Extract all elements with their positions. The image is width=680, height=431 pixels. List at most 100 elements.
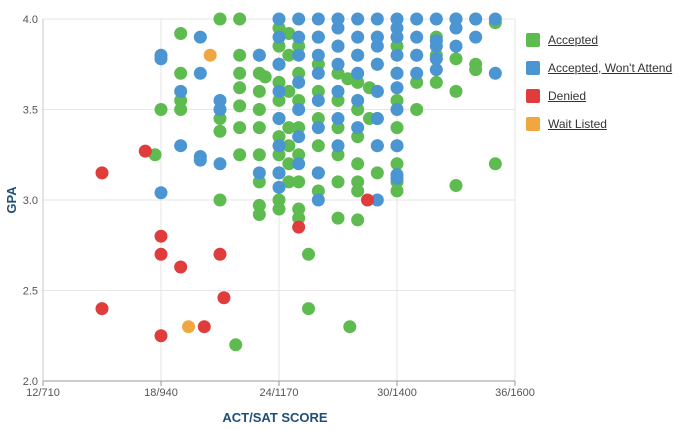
data-point[interactable] bbox=[272, 202, 286, 216]
data-point[interactable] bbox=[282, 139, 296, 153]
data-point[interactable] bbox=[449, 21, 463, 35]
data-point[interactable] bbox=[351, 66, 365, 80]
data-point[interactable] bbox=[488, 157, 502, 171]
data-point[interactable] bbox=[272, 93, 286, 107]
data-point[interactable] bbox=[174, 260, 188, 274]
data-point[interactable] bbox=[292, 157, 306, 171]
data-point[interactable] bbox=[213, 93, 227, 107]
data-point[interactable] bbox=[233, 48, 247, 62]
data-point[interactable] bbox=[252, 148, 266, 162]
data-point[interactable] bbox=[429, 52, 443, 66]
data-point[interactable] bbox=[351, 12, 365, 26]
data-point[interactable] bbox=[292, 48, 306, 62]
data-point[interactable] bbox=[292, 12, 306, 26]
data-point[interactable] bbox=[390, 12, 404, 26]
data-point[interactable] bbox=[331, 57, 345, 71]
data-point[interactable] bbox=[410, 103, 424, 116]
data-point[interactable] bbox=[272, 193, 286, 207]
data-point[interactable] bbox=[95, 166, 109, 180]
data-point[interactable] bbox=[351, 75, 365, 89]
data-point[interactable] bbox=[390, 93, 404, 107]
data-point[interactable] bbox=[272, 12, 286, 26]
data-point[interactable] bbox=[252, 175, 266, 189]
data-point[interactable] bbox=[370, 12, 384, 26]
data-point[interactable] bbox=[390, 48, 404, 62]
data-point[interactable] bbox=[292, 93, 306, 107]
data-point[interactable] bbox=[311, 166, 325, 180]
data-point[interactable] bbox=[351, 157, 365, 171]
data-point[interactable] bbox=[292, 220, 306, 234]
data-point[interactable] bbox=[302, 302, 315, 316]
legend-item[interactable]: Wait Listed bbox=[526, 114, 672, 133]
data-point[interactable] bbox=[311, 84, 325, 98]
data-point[interactable] bbox=[390, 81, 404, 95]
data-point[interactable] bbox=[174, 66, 188, 80]
data-point[interactable] bbox=[302, 247, 315, 261]
data-point[interactable] bbox=[272, 112, 286, 126]
data-point[interactable] bbox=[331, 148, 345, 162]
data-point[interactable] bbox=[282, 84, 296, 98]
data-point[interactable] bbox=[331, 112, 345, 126]
data-point[interactable] bbox=[174, 139, 188, 153]
data-point[interactable] bbox=[390, 103, 404, 116]
data-point[interactable] bbox=[193, 153, 207, 167]
data-point[interactable] bbox=[272, 39, 286, 53]
data-point[interactable] bbox=[351, 130, 365, 144]
data-point[interactable] bbox=[410, 12, 424, 26]
data-point[interactable] bbox=[370, 166, 384, 180]
data-point[interactable] bbox=[213, 112, 227, 126]
data-point[interactable] bbox=[390, 171, 404, 185]
data-point[interactable] bbox=[331, 93, 345, 107]
data-point[interactable] bbox=[233, 148, 247, 162]
data-point[interactable] bbox=[217, 291, 231, 305]
data-point[interactable] bbox=[252, 103, 266, 116]
data-point[interactable] bbox=[282, 48, 296, 62]
data-point[interactable] bbox=[469, 63, 483, 77]
data-point[interactable] bbox=[272, 30, 286, 44]
legend-item[interactable]: Accepted, Won't Attend bbox=[526, 58, 672, 77]
data-point[interactable] bbox=[95, 302, 109, 316]
data-point[interactable] bbox=[154, 247, 168, 261]
data-point[interactable] bbox=[174, 103, 188, 116]
data-point[interactable] bbox=[449, 52, 463, 66]
data-point[interactable] bbox=[390, 157, 404, 171]
data-point[interactable] bbox=[370, 139, 384, 153]
data-point[interactable] bbox=[213, 103, 227, 116]
data-point[interactable] bbox=[233, 12, 247, 26]
data-point[interactable] bbox=[292, 121, 306, 135]
data-point[interactable] bbox=[197, 320, 211, 334]
data-point[interactable] bbox=[174, 93, 188, 107]
data-point[interactable] bbox=[469, 12, 483, 26]
data-point[interactable] bbox=[390, 121, 404, 135]
data-point[interactable] bbox=[311, 193, 325, 207]
data-point[interactable] bbox=[213, 193, 227, 207]
data-point[interactable] bbox=[469, 30, 483, 44]
data-point[interactable] bbox=[351, 103, 365, 116]
data-point[interactable] bbox=[272, 21, 286, 35]
data-point[interactable] bbox=[370, 84, 384, 98]
data-point[interactable] bbox=[311, 66, 325, 80]
data-point[interactable] bbox=[272, 84, 286, 98]
data-point[interactable] bbox=[252, 84, 266, 98]
data-point[interactable] bbox=[361, 193, 374, 207]
data-point[interactable] bbox=[272, 166, 286, 180]
data-point[interactable] bbox=[449, 179, 463, 193]
data-point[interactable] bbox=[311, 93, 325, 107]
data-point[interactable] bbox=[390, 66, 404, 80]
legend-item[interactable]: Accepted bbox=[526, 30, 672, 49]
data-point[interactable] bbox=[148, 148, 162, 162]
data-point[interactable] bbox=[429, 12, 443, 26]
data-point[interactable] bbox=[292, 103, 306, 116]
data-point[interactable] bbox=[154, 103, 168, 116]
data-point[interactable] bbox=[272, 130, 286, 144]
data-point[interactable] bbox=[351, 213, 365, 227]
data-point[interactable] bbox=[429, 39, 443, 53]
data-point[interactable] bbox=[410, 66, 424, 80]
data-point[interactable] bbox=[351, 30, 365, 44]
data-point[interactable] bbox=[154, 229, 168, 243]
data-point[interactable] bbox=[272, 57, 286, 71]
data-point[interactable] bbox=[370, 193, 384, 207]
data-point[interactable] bbox=[282, 26, 296, 40]
data-point[interactable] bbox=[213, 157, 227, 171]
data-point[interactable] bbox=[292, 130, 306, 144]
